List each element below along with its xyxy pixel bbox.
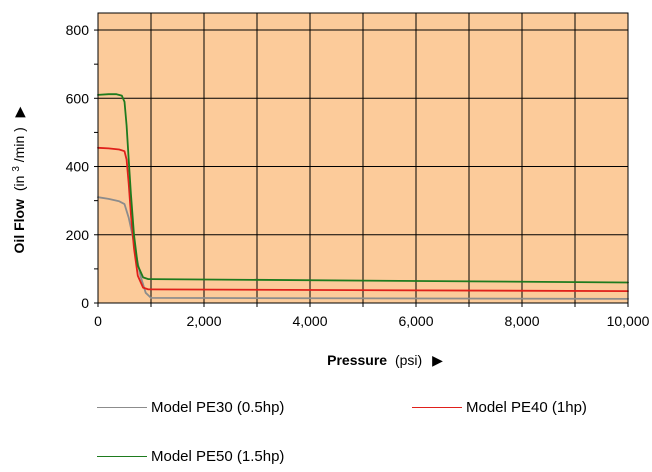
y-tick-label: 400	[66, 159, 90, 175]
legend-swatch-pe50	[97, 456, 147, 457]
x-axis-title-arrow: ▶	[432, 352, 443, 368]
y-tick-label: 600	[66, 90, 90, 106]
y-tick-labels: 0 200 400 600 800	[66, 22, 90, 311]
legend-swatch-pe40	[412, 407, 462, 408]
y-tick-label: 200	[66, 227, 90, 243]
plot-frame	[97, 12, 629, 304]
x-axis-title-unit: (psi)	[395, 352, 422, 368]
series-group	[97, 93, 629, 300]
series-line-2	[97, 93, 629, 284]
legend-swatch-pe30	[97, 407, 147, 408]
x-tick-label: 0	[94, 313, 102, 329]
y-tick-label: 800	[66, 22, 90, 38]
legend-label-pe40: Model PE40 (1hp)	[466, 399, 587, 416]
legend-label-pe30: Model PE30 (0.5hp)	[151, 399, 285, 416]
series-line-1	[97, 146, 629, 293]
x-tick-label: 2,000	[186, 313, 221, 329]
y-axis-title: Oil Flow (in 3 /min ) ▶	[6, 106, 27, 253]
y-axis-title-unit-post: /min )	[11, 127, 27, 162]
y-axis-title-unit-pre: (in	[11, 176, 27, 192]
x-tick-label: 6,000	[398, 313, 433, 329]
y-axis-title-main: Oil Flow	[11, 199, 27, 254]
x-tick-label: 10,000	[607, 313, 650, 329]
x-tick-labels: 0 2,000 4,000 6,000 8,000 10,000	[94, 313, 650, 329]
x-axis-title-main: Pressure	[327, 352, 387, 368]
legend-label-pe50: Model PE50 (1.5hp)	[151, 448, 285, 465]
legend-item-pe50: Model PE50 (1.5hp)	[97, 448, 284, 465]
legend-item-pe40: Model PE40 (1hp)	[412, 399, 587, 416]
x-tick-label: 8,000	[504, 313, 539, 329]
x-tick-label: 4,000	[292, 313, 327, 329]
oil-flow-chart: 0 2,000 4,000 6,000 8,000 10,000 0 200 400 600 80…	[6, 12, 650, 368]
x-axis-title: Pressure (psi) ▶	[327, 352, 443, 368]
y-tick-label: 0	[81, 295, 89, 311]
y-axis-title-arrow: ▶	[11, 106, 27, 117]
legend-item-pe30: Model PE30 (0.5hp)	[97, 399, 284, 416]
y-axis-title-unit-sup: 3	[11, 166, 22, 172]
